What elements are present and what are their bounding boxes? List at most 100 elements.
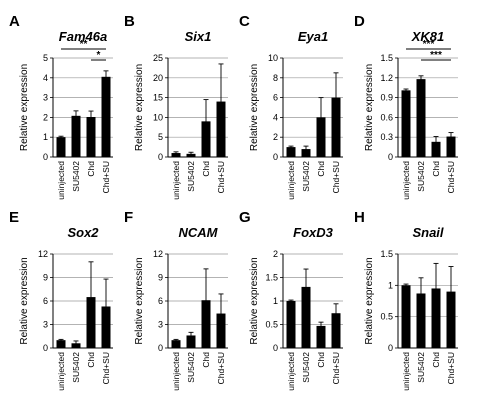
y-tick-label: 1.5 xyxy=(380,249,393,259)
category-label: SU5402 xyxy=(301,161,311,192)
bar-chd-su xyxy=(446,136,456,157)
chart-title: XK81 xyxy=(411,29,445,44)
category-label: Chd+SU xyxy=(101,352,111,384)
bar-chd-su xyxy=(101,76,111,157)
bar-uninjected xyxy=(56,137,66,157)
category-label: Chd+SU xyxy=(216,161,226,193)
category-label: Chd xyxy=(316,352,326,368)
significance-label: *** xyxy=(423,39,435,50)
chart-panel-d: D XK81 Relative expression 0 0.3 0.6 0.9 1.2 1.5… xyxy=(354,13,458,200)
y-tick-label: 0 xyxy=(43,152,48,162)
category-label: Chd xyxy=(201,352,211,368)
y-tick-label: 0.9 xyxy=(380,93,393,103)
y-tick-label: 15 xyxy=(153,93,163,103)
bar-su5402 xyxy=(301,286,311,348)
chart-panel-h: H Snail Relative expression 0 0.5 1 1.5 uninjec… xyxy=(354,209,458,391)
bar-uninjected xyxy=(401,90,411,157)
bar-su5402 xyxy=(416,293,426,348)
bar-uninjected xyxy=(286,147,296,157)
category-label: uninjected xyxy=(286,352,296,391)
bar-uninjected xyxy=(56,340,66,348)
y-tick-label: 0 xyxy=(388,152,393,162)
bar-chd xyxy=(316,325,326,348)
chart-panel-b: B Six1 Relative expression 0 5 10 15 20 25 uninje… xyxy=(124,13,228,200)
significance-label: * xyxy=(97,50,101,61)
bar-su5402 xyxy=(186,335,196,348)
category-label: uninjected xyxy=(56,161,66,200)
chart-title: Eya1 xyxy=(298,29,328,44)
category-label: SU5402 xyxy=(186,161,196,192)
y-tick-label: 0 xyxy=(388,343,393,353)
panel-letter: E xyxy=(9,209,19,226)
y-tick-label: 20 xyxy=(153,73,163,83)
y-tick-label: 12 xyxy=(153,249,163,259)
chart-title: Snail xyxy=(412,225,443,240)
panel-letter: B xyxy=(124,13,135,30)
y-axis-label: Relative expression xyxy=(134,257,145,344)
category-label: SU5402 xyxy=(186,352,196,383)
bar-uninjected xyxy=(401,285,411,348)
chart-panel-a: A Fam46a Relative expression 0 1 2 3 4 5 uninject… xyxy=(9,13,113,200)
chart-title: Fam46a xyxy=(59,29,107,44)
bar-uninjected xyxy=(286,301,296,348)
bar-chd xyxy=(86,117,96,157)
y-axis-label: Relative expression xyxy=(19,64,30,151)
bar-uninjected xyxy=(171,340,181,348)
y-tick-label: 4 xyxy=(43,73,48,83)
category-label: Chd xyxy=(431,352,441,368)
y-axis-label: Relative expression xyxy=(364,257,375,344)
category-label: Chd xyxy=(201,161,211,177)
y-tick-label: 1.5 xyxy=(265,273,278,283)
y-tick-label: 2 xyxy=(273,249,278,259)
category-label: Chd+SU xyxy=(331,161,341,193)
y-tick-label: 1 xyxy=(43,132,48,142)
chart-title: NCAM xyxy=(179,225,219,240)
category-label: uninjected xyxy=(286,161,296,200)
y-tick-label: 9 xyxy=(43,273,48,283)
category-label: SU5402 xyxy=(71,352,81,383)
category-label: SU5402 xyxy=(301,352,311,383)
y-tick-label: 0.5 xyxy=(265,320,278,330)
y-tick-label: 10 xyxy=(268,53,278,63)
y-tick-label: 1 xyxy=(273,296,278,306)
category-label: SU5402 xyxy=(71,161,81,192)
bar-chd xyxy=(431,288,441,348)
category-label: Chd+SU xyxy=(216,352,226,384)
y-tick-label: 0.6 xyxy=(380,112,393,122)
bar-chd xyxy=(431,141,441,157)
y-tick-label: 4 xyxy=(273,112,278,122)
y-tick-label: 6 xyxy=(43,296,48,306)
y-axis-label: Relative expression xyxy=(134,64,145,151)
category-label: SU5402 xyxy=(416,352,426,383)
category-label: Chd+SU xyxy=(446,161,456,193)
category-label: Chd xyxy=(316,161,326,177)
y-tick-label: 8 xyxy=(273,73,278,83)
y-tick-label: 1 xyxy=(388,280,393,290)
bar-chd-su xyxy=(446,291,456,348)
y-tick-label: 6 xyxy=(158,296,163,306)
category-label: uninjected xyxy=(171,352,181,391)
y-tick-label: 9 xyxy=(158,273,163,283)
category-label: uninjected xyxy=(56,352,66,391)
y-axis-label: Relative expression xyxy=(249,257,260,344)
y-tick-label: 0.3 xyxy=(380,132,393,142)
bar-su5402 xyxy=(301,149,311,157)
panel-letter: D xyxy=(354,13,365,30)
y-tick-label: 5 xyxy=(43,53,48,63)
category-label: Chd+SU xyxy=(331,352,341,384)
y-tick-label: 0 xyxy=(273,152,278,162)
y-tick-label: 10 xyxy=(153,112,163,122)
y-tick-label: 0 xyxy=(158,343,163,353)
y-tick-label: 25 xyxy=(153,53,163,63)
panel-letter: F xyxy=(124,209,133,226)
category-label: Chd xyxy=(431,161,441,177)
bar-chd-su xyxy=(331,313,341,348)
panel-letter: H xyxy=(354,209,365,226)
chart-title: FoxD3 xyxy=(293,225,334,240)
y-tick-label: 0.5 xyxy=(380,312,393,322)
y-tick-label: 2 xyxy=(43,112,48,122)
category-label: uninjected xyxy=(171,161,181,200)
chart-panel-f: F NCAM Relative expression 0 3 6 9 12 uninjected… xyxy=(124,209,228,391)
panel-letter: A xyxy=(9,13,20,30)
